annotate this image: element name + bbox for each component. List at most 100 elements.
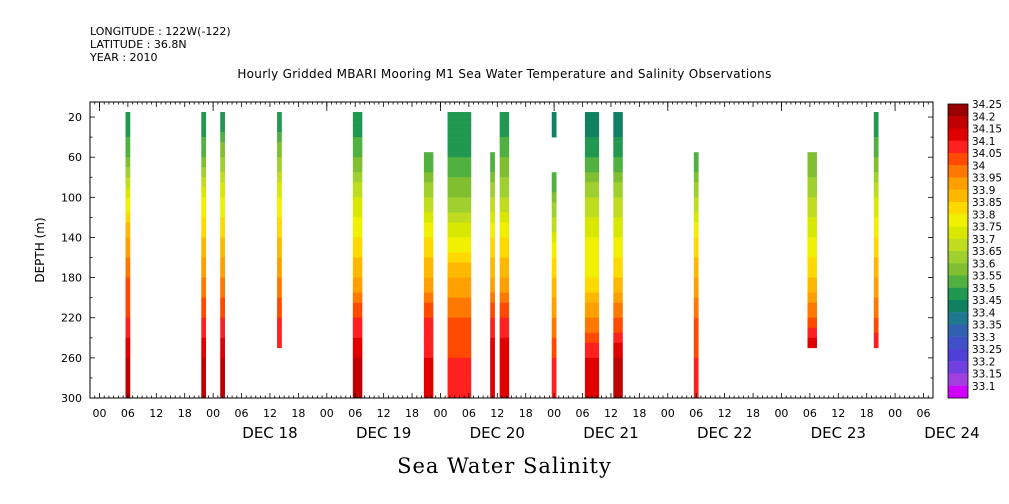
colorbar-label: 34.2: [972, 111, 995, 123]
salinity-cell: [220, 127, 225, 133]
salinity-cell: [201, 152, 207, 158]
salinity-cell: [447, 372, 472, 379]
latitude-label: LATITUDE : 36.8N: [90, 38, 187, 51]
salinity-cell: [873, 217, 879, 223]
salinity-cell: [447, 367, 472, 374]
salinity-cell: [551, 237, 557, 243]
salinity-cell: [693, 382, 699, 389]
salinity-cell: [220, 152, 225, 158]
salinity-cell: [201, 247, 207, 253]
salinity-cell: [125, 147, 131, 153]
salinity-cell: [352, 237, 363, 243]
salinity-cell: [277, 152, 282, 158]
salinity-cell: [551, 227, 557, 233]
colorbar-label: 33.15: [972, 369, 1002, 381]
salinity-cell: [201, 227, 207, 233]
salinity-cell: [447, 272, 472, 278]
salinity-cell: [447, 262, 472, 268]
salinity-cell: [499, 167, 510, 173]
colorbar-swatch: [948, 287, 968, 301]
salinity-cell: [201, 242, 207, 248]
salinity-cell: [807, 272, 817, 278]
salinity-cell: [277, 277, 282, 283]
salinity-cell: [220, 122, 225, 128]
salinity-cell: [584, 232, 600, 238]
colorbar-swatch: [948, 104, 968, 117]
salinity-cell: [499, 127, 510, 133]
salinity-cell: [551, 307, 557, 314]
salinity-cell: [613, 312, 623, 319]
x-tick-label: 06: [803, 407, 817, 420]
salinity-cell: [873, 167, 879, 173]
salinity-cell: [551, 132, 557, 138]
salinity-cell: [220, 257, 225, 263]
colorbar-label: 34.15: [972, 124, 1002, 136]
y-tick-label: 300: [61, 392, 82, 405]
salinity-cell: [277, 157, 282, 163]
salinity-cell: [613, 307, 623, 314]
salinity-cell: [447, 207, 472, 213]
salinity-cell: [490, 192, 495, 198]
salinity-cell: [693, 317, 699, 324]
salinity-cell: [201, 362, 207, 369]
salinity-cell: [201, 142, 207, 148]
salinity-cell: [873, 187, 879, 193]
salinity-cell: [551, 222, 557, 228]
salinity-cell: [693, 352, 699, 359]
salinity-cell: [423, 307, 434, 314]
salinity-cell: [447, 217, 472, 223]
salinity-cell: [584, 147, 600, 153]
salinity-cell: [873, 202, 879, 208]
salinity-cell: [499, 352, 510, 359]
colorbar-label: 33.35: [972, 320, 1002, 332]
colorbar-label: 33.5: [972, 283, 995, 295]
salinity-cell: [490, 272, 495, 278]
salinity-cell: [693, 367, 699, 374]
salinity-cell: [873, 222, 879, 228]
salinity-cell: [220, 362, 225, 369]
colorbar-swatch: [948, 177, 968, 190]
salinity-cell: [220, 317, 225, 324]
salinity-cell: [551, 112, 557, 118]
salinity-cell: [277, 137, 282, 143]
salinity-cell: [613, 292, 623, 298]
colorbar-swatch: [948, 116, 968, 129]
salinity-cell: [584, 162, 600, 168]
salinity-cell: [693, 322, 699, 329]
salinity-cell: [490, 222, 495, 228]
colorbar-swatch: [948, 202, 968, 215]
salinity-cell: [447, 267, 472, 273]
salinity-cell: [873, 177, 879, 183]
salinity-cell: [551, 292, 557, 298]
salinity-cell: [220, 307, 225, 314]
salinity-cell: [807, 177, 817, 183]
salinity-cell: [807, 197, 817, 203]
salinity-cell: [490, 367, 495, 374]
salinity-cell: [499, 342, 510, 349]
salinity-cell: [613, 302, 623, 308]
salinity-cell: [201, 277, 207, 283]
salinity-cell: [807, 172, 817, 178]
salinity-cell: [490, 162, 495, 168]
salinity-cell: [584, 352, 600, 359]
salinity-cell: [277, 132, 282, 138]
salinity-cell: [125, 127, 131, 133]
salinity-cell: [352, 132, 363, 138]
salinity-cell: [499, 317, 510, 324]
salinity-cell: [613, 232, 623, 238]
salinity-cell: [352, 392, 363, 399]
salinity-cell: [277, 252, 282, 258]
salinity-cell: [584, 217, 600, 223]
salinity-cell: [220, 277, 225, 283]
salinity-cell: [490, 382, 495, 389]
salinity-cell: [693, 242, 699, 248]
x-tick-label: 18: [405, 407, 419, 420]
salinity-cell: [551, 232, 557, 238]
salinity-cell: [447, 112, 472, 118]
salinity-cell: [551, 117, 557, 123]
salinity-cell: [352, 302, 363, 308]
salinity-cell: [551, 267, 557, 273]
salinity-cell: [277, 272, 282, 278]
salinity-cell: [201, 132, 207, 138]
salinity-cell: [352, 297, 363, 303]
